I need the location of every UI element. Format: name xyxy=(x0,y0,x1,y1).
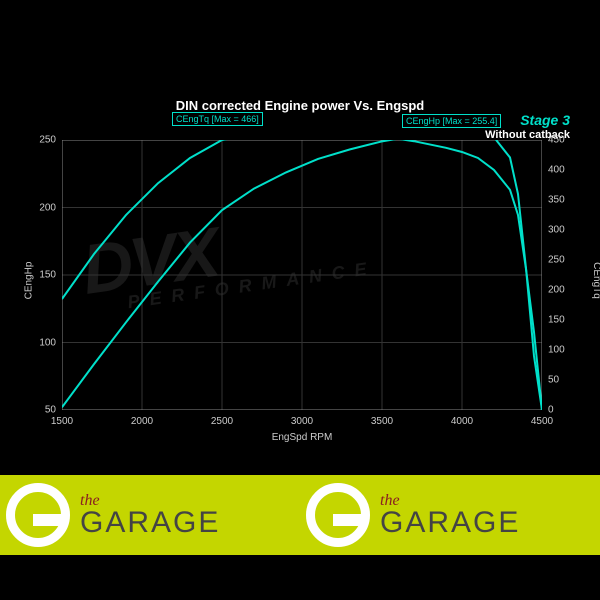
y-tick-right: 50 xyxy=(548,375,576,386)
logo-garage: GARAGE xyxy=(80,509,220,536)
y-tick-right: 250 xyxy=(548,255,576,266)
x-tick: 3500 xyxy=(371,416,393,427)
y-tick-left: 100 xyxy=(28,337,56,348)
logo-text: the GARAGE xyxy=(80,494,220,535)
y-tick-right: 0 xyxy=(548,405,576,416)
y-tick-left: 150 xyxy=(28,270,56,281)
tq-series-label: CEngTq [Max = 466] xyxy=(172,112,263,126)
y-axis-label-left: CEngHp xyxy=(23,262,34,300)
logo-cell: the GARAGE xyxy=(0,475,300,555)
x-tick: 1500 xyxy=(51,416,73,427)
x-axis-label: EngSpd RPM xyxy=(62,432,542,443)
y-tick-right: 450 xyxy=(548,135,576,146)
logo-g-icon xyxy=(6,483,70,547)
logo-text: the GARAGE xyxy=(380,494,520,535)
y-tick-right: 350 xyxy=(548,195,576,206)
logo-g-icon xyxy=(306,483,370,547)
y-tick-right: 150 xyxy=(548,315,576,326)
bottom-spacer xyxy=(0,555,600,600)
stage-label: Stage 3 xyxy=(520,112,570,128)
x-tick: 4000 xyxy=(451,416,473,427)
y-tick-right: 100 xyxy=(548,345,576,356)
chart-title: DIN corrected Engine power Vs. Engspd xyxy=(0,98,600,113)
x-tick: 3000 xyxy=(291,416,313,427)
hp-series-label: CEngHp [Max = 255.4] xyxy=(402,114,501,128)
logo-garage: GARAGE xyxy=(380,509,520,536)
x-tick: 4500 xyxy=(531,416,553,427)
y-tick-left: 50 xyxy=(28,405,56,416)
y-tick-left: 250 xyxy=(28,135,56,146)
y-tick-left: 200 xyxy=(28,202,56,213)
y-tick-right: 300 xyxy=(548,225,576,236)
logo-cell: the GARAGE xyxy=(300,475,600,555)
chart-container: DIN corrected Engine power Vs. Engspd St… xyxy=(0,0,600,475)
x-tick: 2000 xyxy=(131,416,153,427)
logo-strip: the GARAGE the GARAGE xyxy=(0,475,600,555)
y-tick-right: 200 xyxy=(548,285,576,296)
y-axis-label-right: CEngTq xyxy=(591,262,600,299)
x-tick: 2500 xyxy=(211,416,233,427)
y-tick-right: 400 xyxy=(548,165,576,176)
plot-area xyxy=(62,140,542,410)
